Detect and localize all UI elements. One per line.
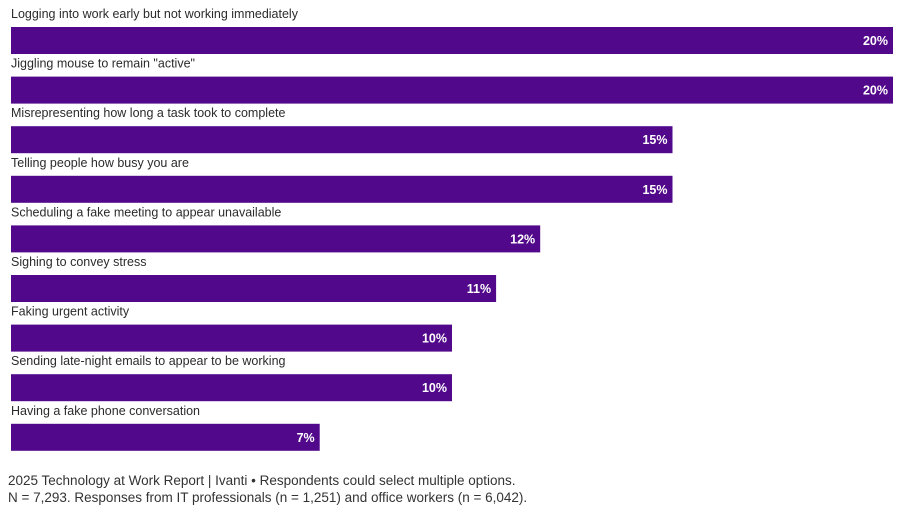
bar-value-label: 20% xyxy=(863,84,888,98)
bar-value-label: 7% xyxy=(297,431,315,445)
bar-value-label: 10% xyxy=(422,332,447,346)
bar xyxy=(11,76,893,104)
category-label: Faking urgent activity xyxy=(11,305,130,319)
bar xyxy=(11,27,893,54)
footnote-source-line: 2025 Technology at Work Report | Ivanti … xyxy=(8,473,516,488)
bar xyxy=(11,275,497,302)
bar xyxy=(11,175,673,203)
category-label: Logging into work early but not working … xyxy=(11,7,299,21)
bar-value-label: 20% xyxy=(863,34,888,48)
bar xyxy=(11,423,320,451)
bar-value-label: 15% xyxy=(642,183,667,197)
category-label: Jiggling mouse to remain "active" xyxy=(11,57,195,71)
chart-footnote: 2025 Technology at Work Report | Ivanti … xyxy=(8,472,898,506)
category-label: Scheduling a fake meeting to appear unav… xyxy=(11,205,281,219)
bar-value-label: 15% xyxy=(642,133,667,147)
category-label: Telling people how busy you are xyxy=(11,156,189,170)
category-label: Misrepresenting how long a task took to … xyxy=(11,106,285,120)
bar-value-label: 10% xyxy=(422,381,447,395)
bar-chart: Logging into work early but not working … xyxy=(11,7,893,451)
bar xyxy=(11,374,452,402)
category-label: Having a fake phone conversation xyxy=(11,404,200,418)
bar-value-label: 11% xyxy=(467,282,491,296)
footnote-sample-line: N = 7,293. Responses from IT professiona… xyxy=(8,490,528,505)
bar xyxy=(11,126,673,154)
category-label: Sending late-night emails to appear to b… xyxy=(11,354,286,368)
category-label: Sighing to convey stress xyxy=(11,255,147,269)
bar xyxy=(11,225,541,253)
bar xyxy=(11,324,452,352)
bar-value-label: 12% xyxy=(510,232,535,246)
